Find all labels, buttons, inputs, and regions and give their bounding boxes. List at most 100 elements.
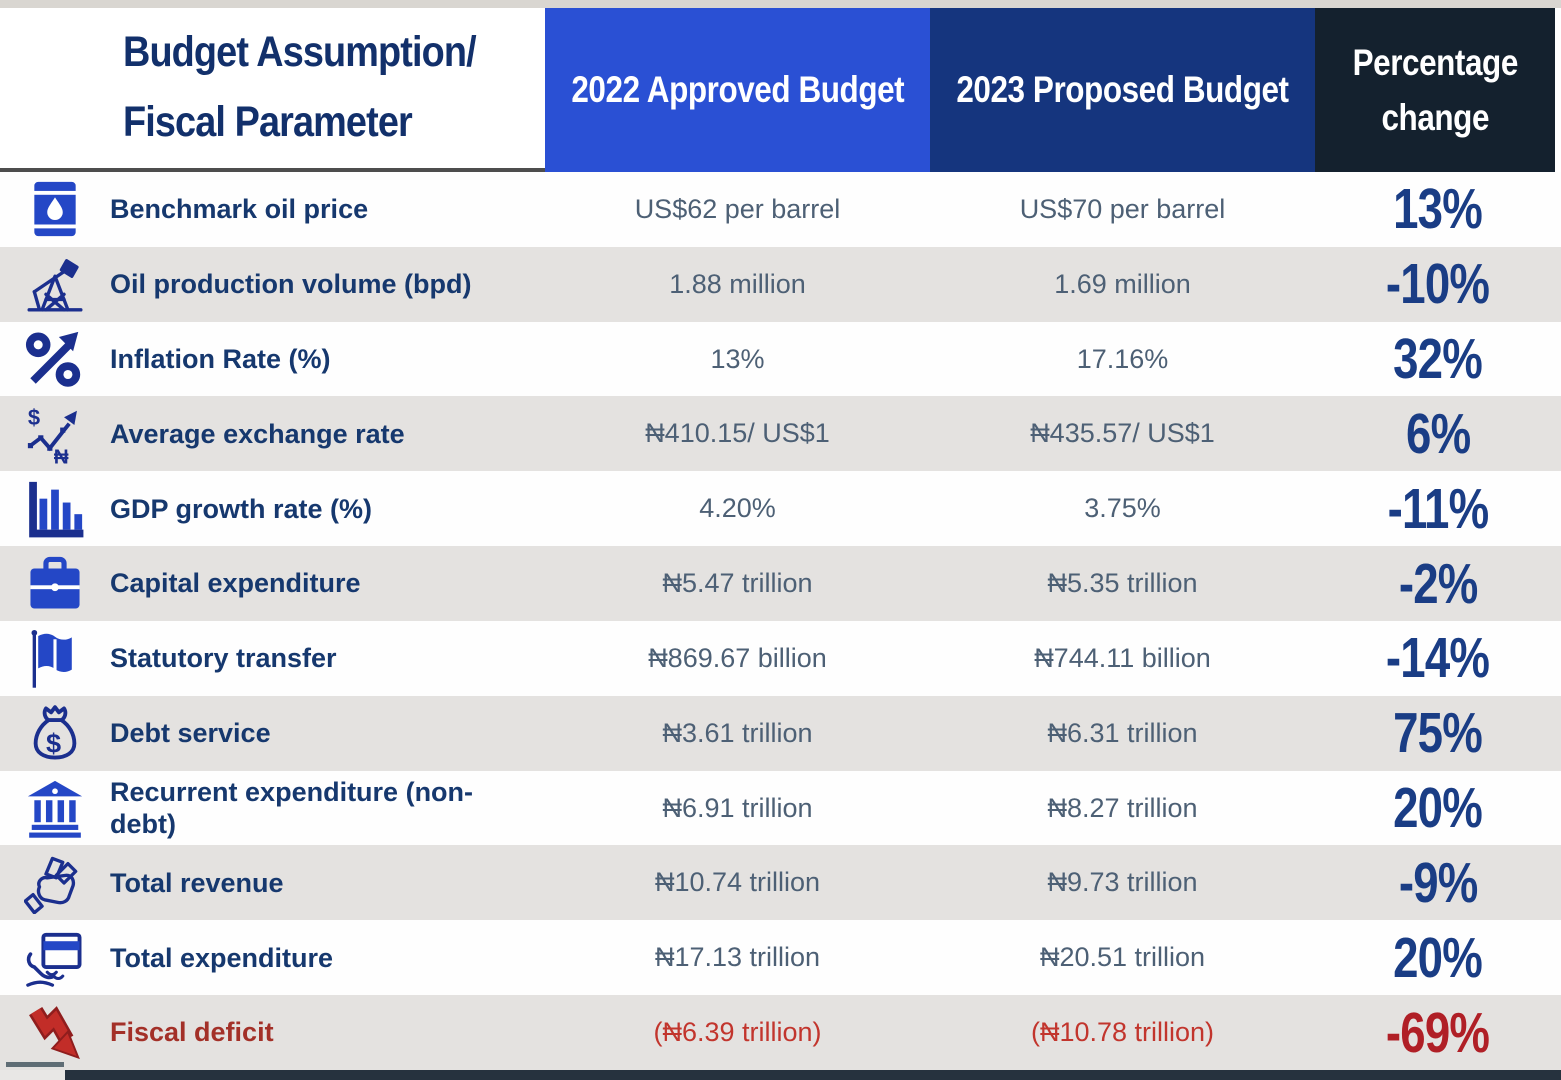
value-2023: ₦744.11 billion: [1034, 642, 1211, 673]
value-2022: (₦6.39 trillion): [653, 1017, 822, 1048]
table-row: Recurrent expenditure (non-debt) ₦6.91 t…: [0, 770, 1561, 846]
bank-icon: [24, 777, 86, 839]
value-2022: 13%: [710, 343, 765, 374]
column-header-2022-label: 2022 Approved Budget: [571, 69, 904, 110]
percentage-change: -14%: [1386, 626, 1490, 691]
value-2022: ₦17.13 trillion: [654, 942, 821, 973]
percentage-change: 6%: [1405, 401, 1471, 466]
table-row: $ Debt service ₦3.61 trillion ₦6.31 tril…: [0, 695, 1561, 771]
value-2023: 3.75%: [1084, 493, 1161, 524]
row-icon-cell: [0, 995, 110, 1070]
value-2023: (₦10.78 trillion): [1030, 1017, 1215, 1048]
value-2022: ₦5.47 trillion: [662, 568, 813, 599]
value-2022: ₦6.91 trillion: [662, 792, 813, 823]
row-icon-cell: [0, 920, 110, 995]
row-label-cell: Total revenue: [110, 867, 545, 899]
money-bag-icon: $: [24, 702, 86, 764]
row-icon-cell: [0, 771, 110, 846]
row-label: Benchmark oil price: [110, 194, 369, 225]
oil-pump-icon: [24, 253, 86, 315]
value-2023: ₦9.73 trillion: [1047, 867, 1198, 898]
row-icon-cell: [0, 322, 110, 397]
value-2023: ₦20.51 trillion: [1039, 942, 1206, 973]
percentage-change: 32%: [1393, 327, 1484, 392]
value-2023: ₦8.27 trillion: [1047, 792, 1198, 823]
percentage-change: -11%: [1387, 476, 1490, 541]
briefcase-icon: [24, 553, 86, 615]
percentage-change: -9%: [1398, 850, 1479, 915]
row-label: Total expenditure: [110, 942, 334, 973]
row-label: Average exchange rate: [110, 418, 405, 449]
table-row: Oil production volume (bpd) 1.88 million…: [0, 246, 1561, 322]
row-label-cell: Inflation Rate (%): [110, 343, 545, 375]
row-label-cell: Benchmark oil price: [110, 193, 545, 225]
row-label-cell: Statutory transfer: [110, 642, 545, 674]
value-2022: ₦10.74 trillion: [654, 867, 821, 898]
value-2023: ₦435.57/ US$1: [1030, 418, 1215, 449]
value-2023: ₦6.31 trillion: [1047, 717, 1198, 748]
value-2022: 4.20%: [699, 493, 776, 524]
table-row: GDP growth rate (%) 4.20% 3.75% -11%: [0, 471, 1561, 547]
table-row: Statutory transfer ₦869.67 billion ₦744.…: [0, 620, 1561, 696]
row-icon-cell: [0, 471, 110, 546]
row-label-cell: Average exchange rate: [110, 418, 545, 450]
page-title-line2: Fiscal Parameter: [123, 98, 413, 146]
bottom-bar-fill: [65, 1070, 1561, 1080]
percentage-change: 75%: [1393, 701, 1484, 766]
row-label-cell: Total expenditure: [110, 942, 545, 974]
row-icon-cell: [0, 845, 110, 920]
row-label-cell: Fiscal deficit: [110, 1016, 545, 1048]
svg-text:₦: ₦: [54, 446, 69, 465]
value-2022: ₦869.67 billion: [648, 642, 827, 673]
value-2022: ₦3.61 trillion: [662, 717, 813, 748]
table-row: Total revenue ₦10.74 trillion ₦9.73 tril…: [0, 845, 1561, 921]
table-row: Fiscal deficit (₦6.39 trillion) (₦10.78 …: [0, 995, 1561, 1070]
row-icon-cell: $ ₦: [0, 396, 110, 471]
row-icon-cell: $: [0, 696, 110, 771]
table-row: Benchmark oil price US$62 per barrel US$…: [0, 172, 1561, 247]
value-2022: ₦410.15/ US$1: [645, 418, 830, 449]
table-row: Capital expenditure ₦5.47 trillion ₦5.35…: [0, 546, 1561, 621]
row-label: Inflation Rate (%): [110, 343, 331, 374]
row-label: Fiscal deficit: [110, 1017, 274, 1048]
table-row: Total expenditure ₦17.13 trillion ₦20.51…: [0, 920, 1561, 996]
percentage-change: -2%: [1398, 551, 1479, 616]
row-label-cell: Recurrent expenditure (non-debt): [110, 776, 545, 841]
svg-text:$: $: [28, 405, 40, 430]
bottom-bar-left-gap: [0, 1070, 65, 1080]
row-label-cell: GDP growth rate (%): [110, 493, 545, 525]
value-2023: 17.16%: [1076, 343, 1169, 374]
column-header-percentage-change: Percentage change: [1315, 8, 1555, 172]
column-header-2023-proposed-budget: 2023 Proposed Budget: [930, 8, 1315, 172]
percentage-change: 13%: [1393, 177, 1484, 242]
hand-card-icon: [24, 927, 86, 989]
column-header-parameter: Budget Assumption/ Fiscal Parameter: [0, 8, 545, 172]
page-title: Budget Assumption/ Fiscal Parameter: [123, 18, 477, 157]
table-row: $ ₦ Average exchange rate ₦410.15/ US$1 …: [0, 396, 1561, 472]
row-label-cell: Capital expenditure: [110, 567, 545, 599]
row-label: Total revenue: [110, 867, 284, 898]
bar-chart-icon: [24, 478, 86, 540]
percentage-change: -10%: [1386, 252, 1490, 317]
row-label: Recurrent expenditure (non-debt): [110, 776, 474, 840]
column-header-2022-approved-budget: 2022 Approved Budget: [545, 8, 930, 172]
column-header-2023-label: 2023 Proposed Budget: [956, 69, 1289, 110]
page-title-line1: Budget Assumption/: [123, 28, 477, 77]
exchange-rate-icon: $ ₦: [24, 403, 86, 465]
flag-icon: [24, 627, 86, 689]
table-row: Inflation Rate (%) 13% 17.16% 32%: [0, 321, 1561, 397]
table-body: Benchmark oil price US$62 per barrel US$…: [0, 172, 1561, 1070]
row-label: GDP growth rate (%): [110, 493, 373, 524]
hand-money-icon: [24, 852, 86, 914]
percentage-change: 20%: [1393, 925, 1484, 990]
svg-text:$: $: [46, 728, 61, 759]
oil-barrel-icon: [24, 178, 86, 240]
red-arrow-down-icon: [24, 1002, 86, 1064]
value-2023: 1.69 million: [1054, 268, 1191, 299]
value-2023: ₦5.35 trillion: [1047, 568, 1198, 599]
percentage-change: -69%: [1386, 1000, 1490, 1065]
table-header: Budget Assumption/ Fiscal Parameter 2022…: [0, 8, 1561, 172]
value-2022: US$62 per barrel: [634, 193, 841, 224]
row-label-cell: Oil production volume (bpd): [110, 268, 545, 300]
